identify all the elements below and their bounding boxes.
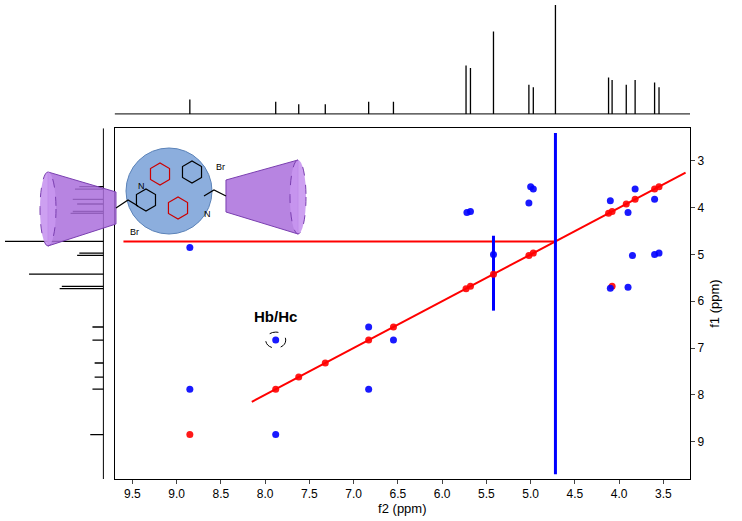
svg-text:Br: Br xyxy=(130,227,139,237)
svg-text:f2 (ppm): f2 (ppm) xyxy=(378,501,426,516)
svg-text:6.0: 6.0 xyxy=(434,487,451,501)
svg-text:6: 6 xyxy=(697,294,704,308)
svg-text:4: 4 xyxy=(697,201,704,215)
svg-text:3.5: 3.5 xyxy=(655,487,672,501)
svg-text:8.5: 8.5 xyxy=(212,487,229,501)
svg-text:9: 9 xyxy=(697,435,704,449)
svg-text:N: N xyxy=(138,181,145,191)
svg-text:4.0: 4.0 xyxy=(611,487,628,501)
svg-text:f1 (ppm): f1 (ppm) xyxy=(707,279,722,327)
svg-text:5.0: 5.0 xyxy=(522,487,539,501)
svg-text:7.5: 7.5 xyxy=(301,487,318,501)
svg-text:Hb/Hc: Hb/Hc xyxy=(254,308,297,325)
svg-text:5.5: 5.5 xyxy=(478,487,495,501)
svg-text:4.5: 4.5 xyxy=(567,487,584,501)
svg-text:7: 7 xyxy=(697,341,704,355)
svg-text:9.0: 9.0 xyxy=(168,487,185,501)
svg-text:7.0: 7.0 xyxy=(345,487,362,501)
svg-text:8: 8 xyxy=(697,388,704,402)
svg-text:6.5: 6.5 xyxy=(390,487,407,501)
svg-text:3: 3 xyxy=(697,154,704,168)
svg-text:5: 5 xyxy=(697,248,704,262)
svg-text:8.0: 8.0 xyxy=(257,487,274,501)
svg-text:9.5: 9.5 xyxy=(124,487,141,501)
svg-text:Br: Br xyxy=(216,162,225,172)
svg-text:N: N xyxy=(204,209,211,219)
